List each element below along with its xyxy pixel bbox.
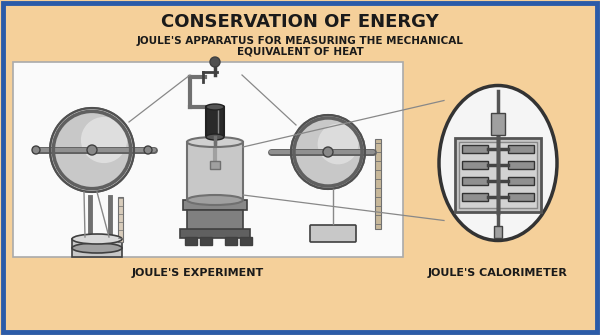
Bar — [494, 225, 502, 238]
Bar — [183, 200, 247, 210]
Circle shape — [317, 124, 358, 164]
Bar — [491, 113, 505, 135]
Bar — [185, 237, 197, 245]
Bar — [508, 145, 534, 153]
Bar — [508, 177, 534, 185]
Bar — [508, 193, 534, 201]
Ellipse shape — [187, 195, 243, 205]
Ellipse shape — [206, 104, 224, 110]
Circle shape — [323, 147, 333, 157]
FancyBboxPatch shape — [310, 225, 356, 242]
FancyBboxPatch shape — [459, 142, 537, 208]
Circle shape — [81, 117, 127, 163]
Circle shape — [291, 115, 365, 189]
Ellipse shape — [206, 134, 224, 140]
Text: CONSERVATION OF ENERGY: CONSERVATION OF ENERGY — [161, 13, 439, 31]
Bar — [462, 177, 488, 185]
Ellipse shape — [72, 234, 122, 244]
Bar — [240, 237, 252, 245]
FancyBboxPatch shape — [206, 106, 224, 138]
Circle shape — [210, 57, 220, 67]
Bar — [462, 161, 488, 169]
Bar — [118, 197, 123, 242]
Circle shape — [87, 145, 97, 155]
Bar — [462, 145, 488, 153]
Bar — [210, 161, 220, 169]
Bar — [200, 237, 212, 245]
FancyBboxPatch shape — [187, 142, 243, 200]
Bar — [187, 210, 243, 230]
Circle shape — [50, 108, 134, 192]
Ellipse shape — [72, 243, 122, 253]
Text: EQUIVALENT OF HEAT: EQUIVALENT OF HEAT — [236, 46, 364, 56]
Circle shape — [144, 146, 152, 154]
Text: JOULE'S CALORIMETER: JOULE'S CALORIMETER — [428, 268, 568, 278]
Circle shape — [32, 146, 40, 154]
Bar — [180, 229, 250, 238]
Ellipse shape — [187, 137, 243, 147]
Bar — [225, 237, 237, 245]
FancyBboxPatch shape — [455, 138, 541, 212]
Bar — [462, 193, 488, 201]
Bar — [508, 161, 534, 169]
FancyBboxPatch shape — [72, 239, 122, 257]
Bar — [13, 62, 403, 257]
Text: JOULE'S EXPERIMENT: JOULE'S EXPERIMENT — [132, 268, 264, 278]
Bar — [375, 139, 381, 229]
FancyBboxPatch shape — [3, 3, 597, 332]
Ellipse shape — [439, 85, 557, 241]
Text: JOULE'S APPARATUS FOR MEASURING THE MECHANICAL: JOULE'S APPARATUS FOR MEASURING THE MECH… — [137, 36, 463, 46]
